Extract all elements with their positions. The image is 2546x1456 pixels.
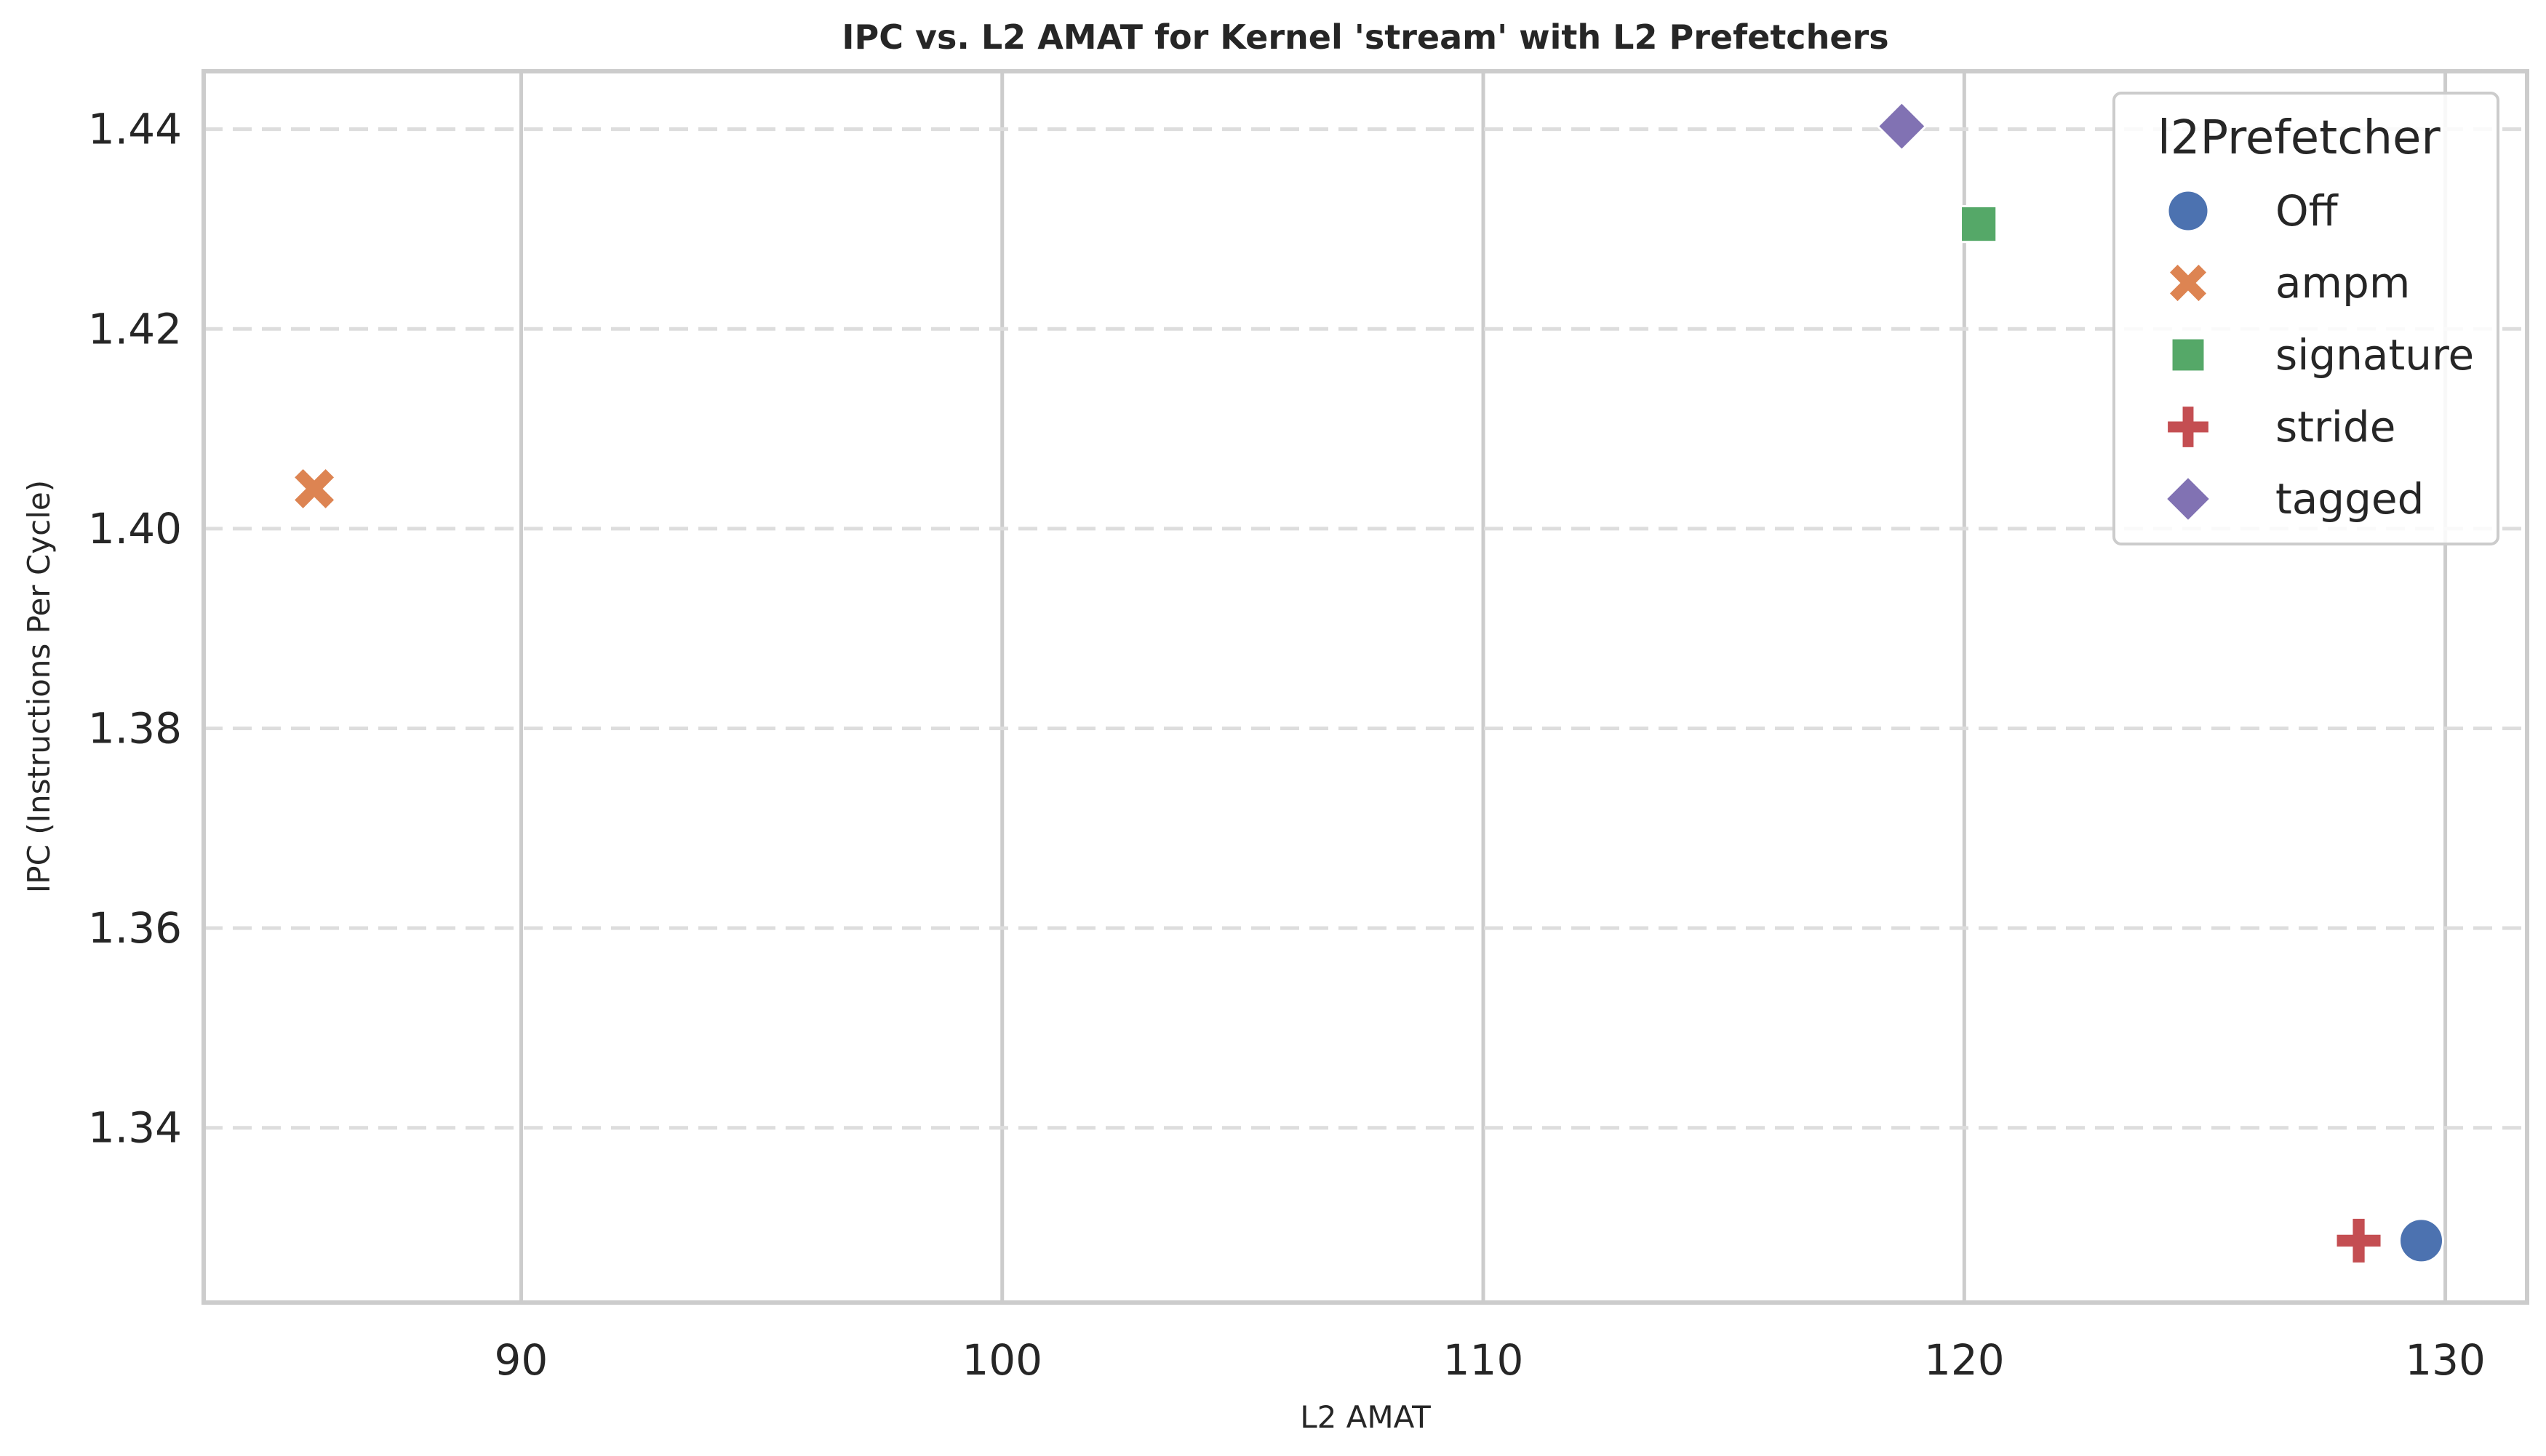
legend-marker-stride xyxy=(2166,404,2211,449)
legend-label-stride: stride xyxy=(2275,402,2395,452)
y-tick-label: 1.42 xyxy=(88,304,182,353)
plot-frame xyxy=(201,69,2529,1305)
legend-marker-off xyxy=(2166,189,2210,233)
legend-items: Off ampm signature stride tagged xyxy=(2164,186,2474,524)
tick-labels: 90 100 110 120 130 1.34 1.36 1.38 1.40 1.42 1.44 xyxy=(88,105,2486,1385)
legend-marker-signature xyxy=(2170,337,2206,373)
data-point-ampm xyxy=(291,465,338,512)
y-axis-label: IPC (Instructions Per Cycle) xyxy=(21,480,57,893)
legend-title: l2Prefetcher xyxy=(2158,111,2441,165)
x-tick-label: 130 xyxy=(2405,1335,2486,1385)
y-tick-label: 1.38 xyxy=(88,703,182,753)
chart-title: IPC vs. L2 AMAT for Kernel 'stream' with… xyxy=(842,17,1888,57)
legend-label-signature: signature xyxy=(2275,330,2474,380)
data-point-signature xyxy=(1960,204,1998,244)
y-tick-label: 1.36 xyxy=(88,903,182,953)
data-point-tagged xyxy=(1876,100,1928,152)
data-point-off xyxy=(2398,1217,2445,1264)
x-tick-label: 100 xyxy=(962,1335,1042,1385)
legend-label-ampm: ampm xyxy=(2275,258,2410,308)
data-point-stride xyxy=(2334,1216,2383,1265)
legend: l2Prefetcher Off ampm signature stride tagge… xyxy=(2112,92,2499,545)
legend-label-off: Off xyxy=(2275,186,2339,236)
x-tick-label: 110 xyxy=(1443,1335,1524,1385)
legend-marker-tagged xyxy=(2164,475,2212,523)
legend-marker-ampm xyxy=(2166,261,2210,305)
x-tick-label: 90 xyxy=(495,1335,548,1385)
y-tick-label: 1.40 xyxy=(88,504,182,553)
x-tick-label: 120 xyxy=(1924,1335,2005,1385)
y-tick-label: 1.34 xyxy=(88,1103,182,1153)
y-tick-label: 1.44 xyxy=(88,105,182,154)
legend-label-tagged: tagged xyxy=(2275,474,2424,524)
x-axis-label: L2 AMAT xyxy=(1300,1399,1431,1435)
data-points xyxy=(291,100,2445,1265)
